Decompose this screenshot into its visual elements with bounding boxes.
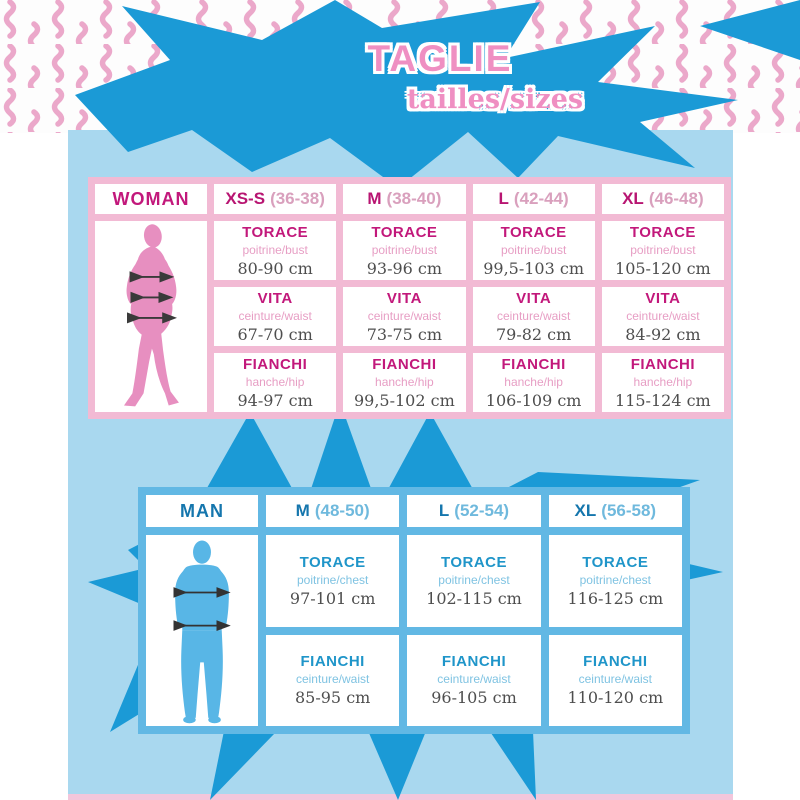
man-size-header-l: L (52-54) bbox=[407, 495, 541, 527]
woman-size-header-xl: XL (46-48) bbox=[601, 184, 724, 214]
woman-vita-xl-cell: VITA ceinture/waist 84-92 cm bbox=[601, 287, 724, 346]
man-fianchi-m-cell: FIANCHI ceinture/waist 85-95 cm bbox=[266, 634, 400, 726]
man-size-header-m: M (48-50) bbox=[266, 495, 400, 527]
woman-size-header-xss: XS-S (36-38) bbox=[214, 184, 337, 214]
woman-vita-xss-cell: VITA ceinture/waist 67-70 cm bbox=[214, 287, 337, 346]
woman-torace-xl-cell: TORACE poitrine/bust 105-120 cm bbox=[601, 221, 724, 280]
man-table-label: MAN bbox=[146, 495, 258, 527]
man-size-table: MAN M (48-50) L (52-54) XL (56-58) bbox=[138, 487, 690, 734]
woman-torace-l-cell: TORACE poitrine/bust 99,5-103 cm bbox=[472, 221, 595, 280]
woman-figure-icon bbox=[123, 224, 179, 407]
man-fianchi-xl-cell: FIANCHI ceinture/waist 110-120 cm bbox=[548, 634, 682, 726]
man-figure-icon bbox=[173, 539, 231, 723]
woman-vita-m-cell: VITA ceinture/waist 73-75 cm bbox=[343, 287, 466, 346]
woman-table-label: WOMAN bbox=[95, 184, 207, 214]
woman-fianchi-xl-cell: FIANCHI hanche/hip 115-124 cm bbox=[601, 353, 724, 412]
man-size-header-xl: XL (56-58) bbox=[548, 495, 682, 527]
woman-torace-xss-cell: TORACE poitrine/bust 80-90 cm bbox=[214, 221, 337, 280]
man-fianchi-l-cell: FIANCHI ceinture/waist 96-105 cm bbox=[407, 634, 541, 726]
man-torace-m-cell: TORACE poitrine/chest 97-101 cm bbox=[266, 535, 400, 627]
woman-figure-cell bbox=[95, 221, 207, 412]
woman-size-header-l: L (42-44) bbox=[472, 184, 595, 214]
woman-fianchi-m-cell: FIANCHI hanche/hip 99,5-102 cm bbox=[343, 353, 466, 412]
bottom-pink-strip bbox=[68, 794, 733, 800]
page-subtitle: tailles/sizes bbox=[406, 84, 584, 115]
man-figure-cell bbox=[146, 535, 258, 726]
man-label: MAN bbox=[180, 500, 224, 521]
woman-fianchi-xss-cell: FIANCHI hanche/hip 94-97 cm bbox=[214, 353, 337, 412]
man-torace-l-cell: TORACE poitrine/chest 102-115 cm bbox=[407, 535, 541, 627]
man-torace-xl-cell: TORACE poitrine/chest 116-125 cm bbox=[548, 535, 682, 627]
page-title: TAGLIE bbox=[367, 38, 513, 79]
woman-size-table: WOMAN XS-S (36-38) M (38-40) L (42-44) X… bbox=[88, 177, 731, 419]
woman-torace-m-cell: TORACE poitrine/bust 93-96 cm bbox=[343, 221, 466, 280]
woman-vita-l-cell: VITA ceinture/waist 79-82 cm bbox=[472, 287, 595, 346]
woman-size-header-m: M (38-40) bbox=[343, 184, 466, 214]
woman-fianchi-l-cell: FIANCHI hanche/hip 106-109 cm bbox=[472, 353, 595, 412]
woman-label: WOMAN bbox=[112, 188, 190, 209]
